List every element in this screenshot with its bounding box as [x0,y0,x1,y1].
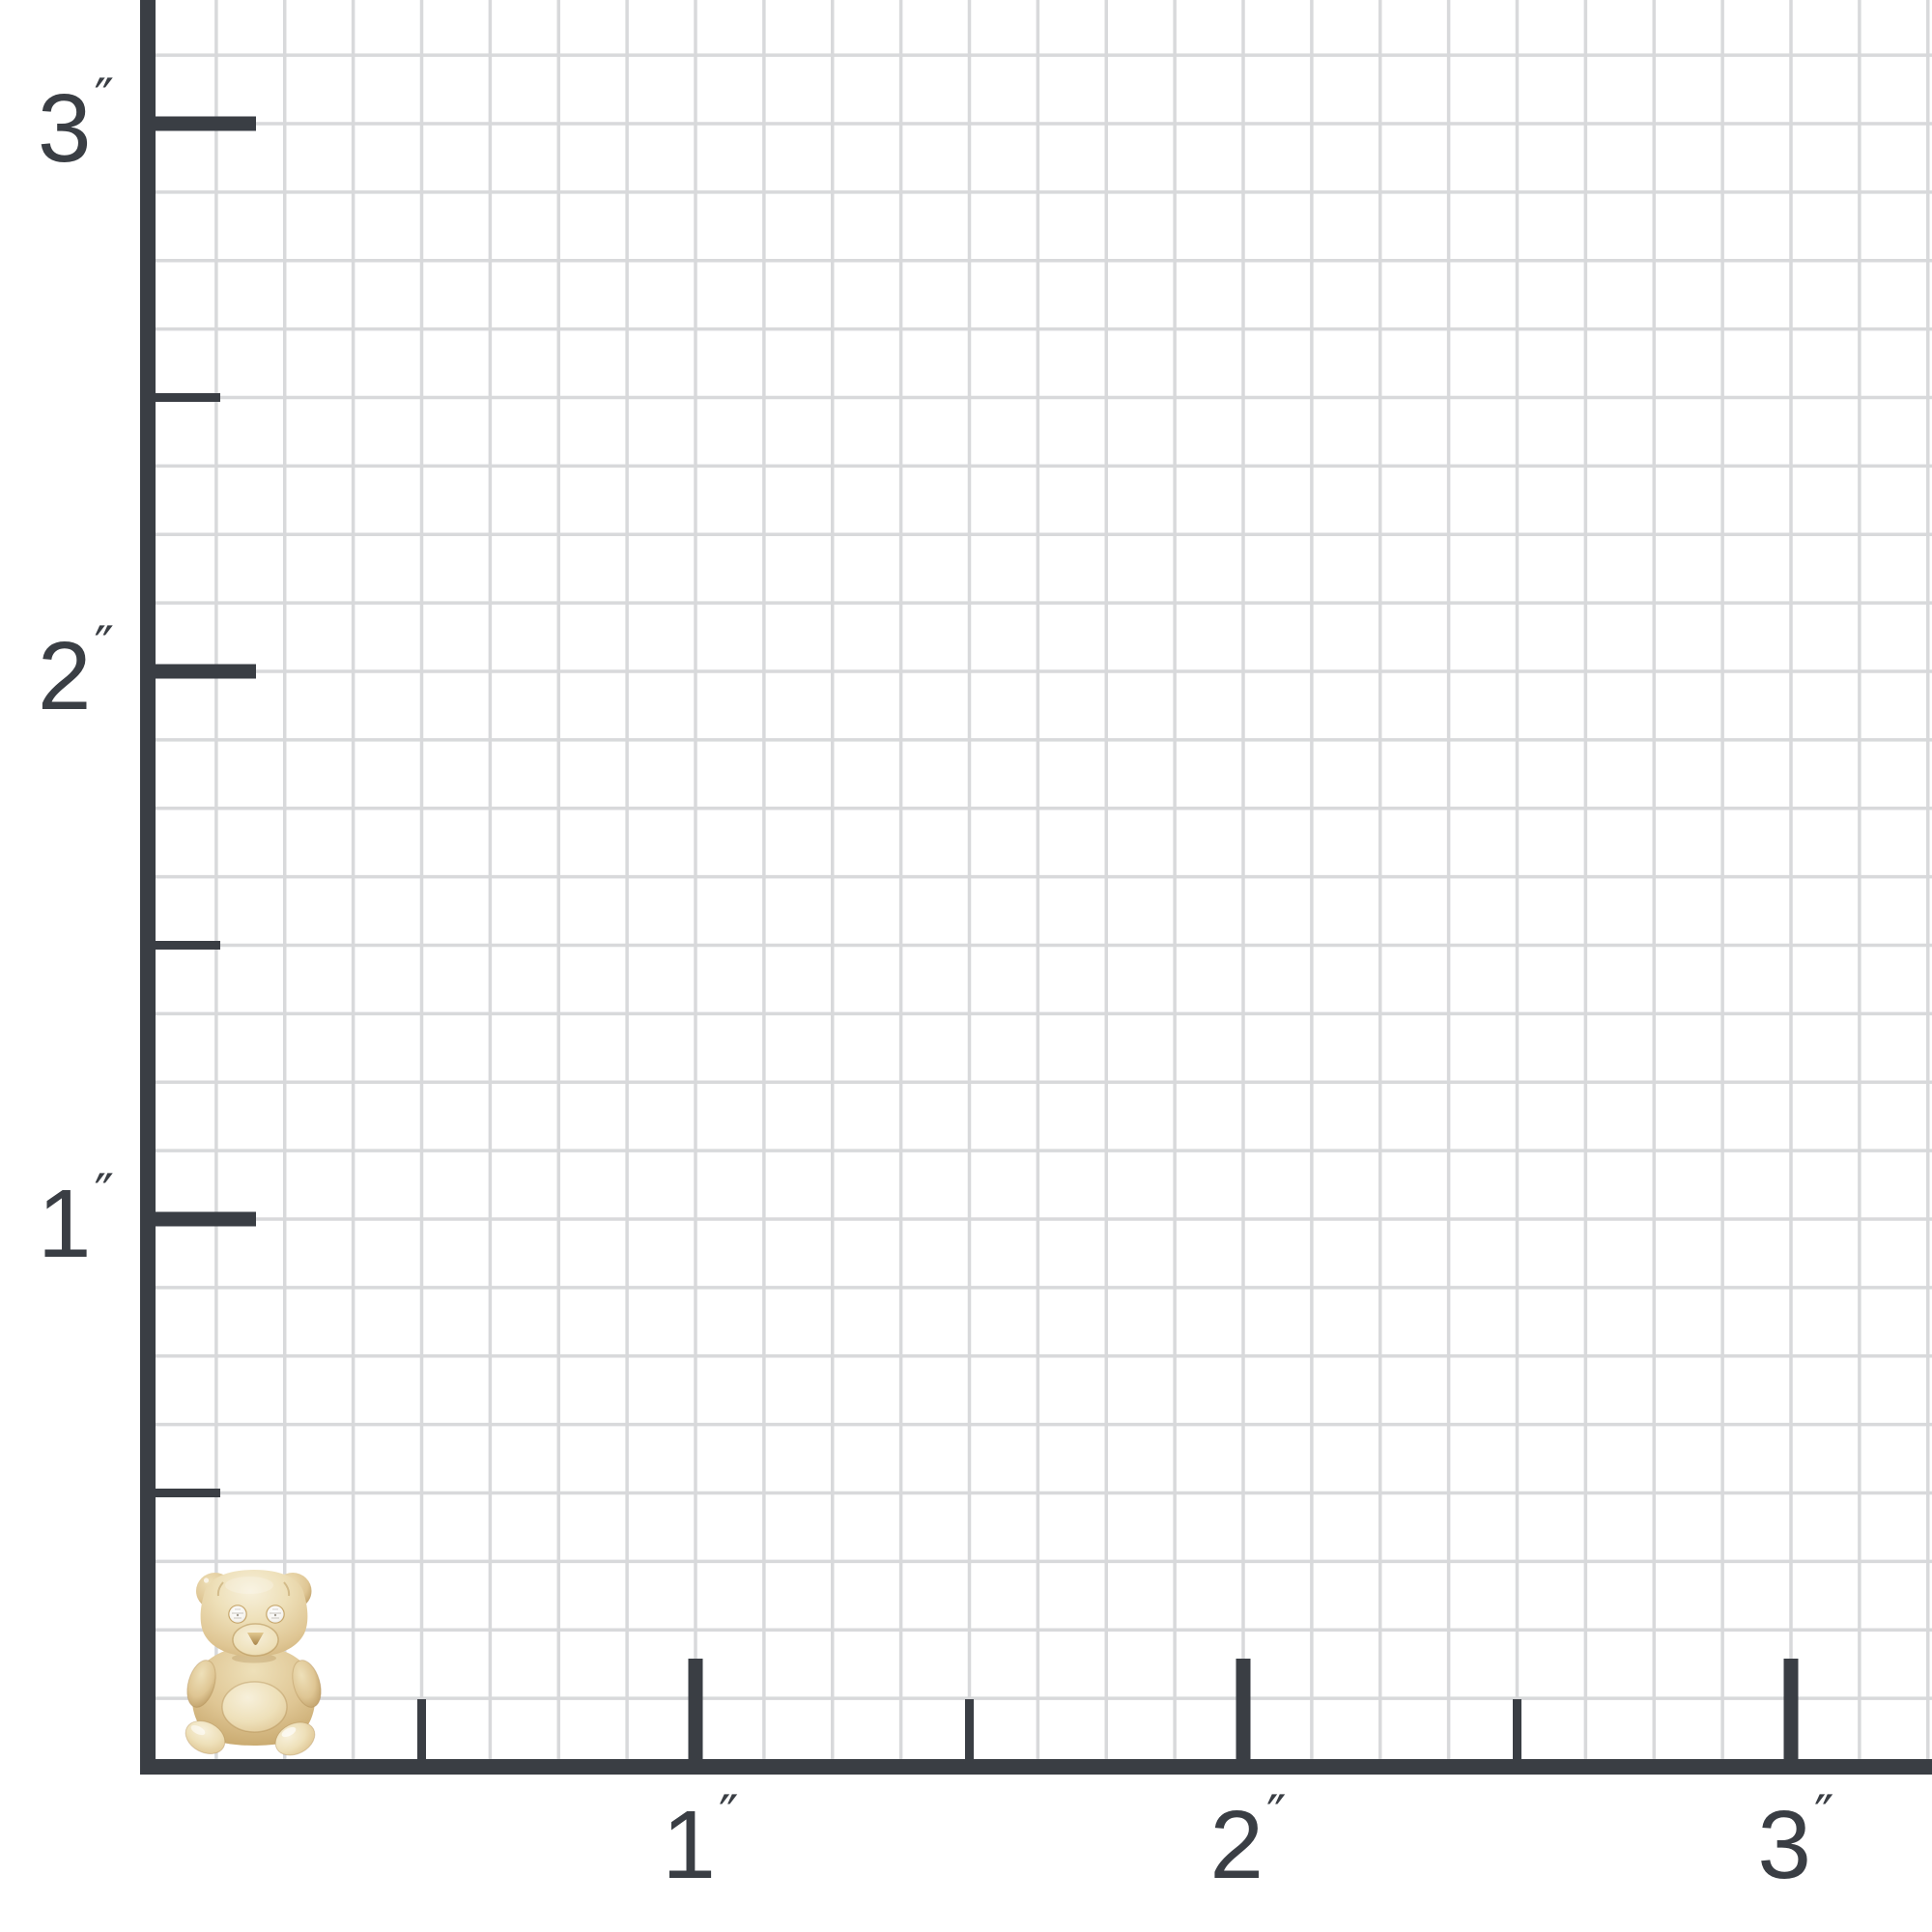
x-minor-tick [1513,1699,1521,1759]
ear-crease [283,1581,291,1597]
grid-lines [156,0,1932,1759]
y-axis-label-2: 2″ [38,615,114,730]
bear-left-arm [186,1660,216,1708]
y-axis-label-3: 3″ [38,68,114,183]
x-major-tick-3 [1783,1659,1799,1759]
x-minor-tick [417,1699,426,1759]
ear-sparkle [203,1577,210,1583]
x-major-tick-2 [1236,1659,1251,1759]
teddy-bear-charm [185,1570,322,1756]
y-minor-tick [156,1489,220,1497]
x-major-tick-1 [688,1659,703,1759]
y-major-tick-1 [156,1211,256,1227]
foot-highlight [190,1724,206,1736]
bear-right-arm [292,1660,322,1708]
head-highlight [225,1577,273,1594]
y-axis-line [140,0,156,1775]
x-axis-line [140,1759,1932,1775]
y-axis-label-1: 1″ [38,1163,114,1278]
bear-nose [247,1633,264,1645]
bear-belly [221,1681,288,1733]
axes [140,0,1932,1775]
y-major-tick-3 [156,116,256,131]
ear-crease [216,1581,224,1597]
y-minor-tick [156,393,220,402]
x-minor-tick [965,1699,974,1759]
y-major-tick-2 [156,664,256,679]
x-axis-label-2: 2″ [1209,1784,1286,1899]
foot-highlight [281,1726,297,1738]
bear-left-eye-diamond [228,1605,247,1624]
bear-head [200,1570,308,1657]
x-axis-label-1: 1″ [662,1784,738,1899]
ruler-ticks [156,116,1799,1759]
bear-right-eye-diamond [266,1605,285,1624]
x-axis-label-3: 3″ [1757,1784,1833,1899]
axis-labels: 1″ 2″ 3″ 1″ 2″ 3″ [38,68,1834,1899]
y-minor-tick [156,941,220,950]
